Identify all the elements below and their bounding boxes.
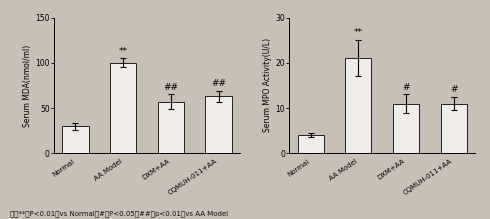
Y-axis label: Serum MPO Activity(U/L): Serum MPO Activity(U/L) [264, 38, 272, 132]
Bar [62, 126, 89, 153]
Bar [110, 63, 136, 153]
Text: **: ** [119, 47, 128, 56]
Text: **: ** [354, 28, 363, 37]
Text: ##: ## [211, 79, 226, 88]
Bar [345, 58, 371, 153]
Bar [158, 102, 184, 153]
Bar [393, 104, 419, 153]
Text: #: # [450, 85, 458, 94]
Text: ##: ## [163, 83, 178, 92]
Y-axis label: Serum MDA(nmol/ml): Serum MDA(nmol/ml) [24, 44, 32, 127]
Bar [441, 104, 467, 153]
Bar [297, 135, 324, 153]
Text: 注：**：P<0.01，vs Normal；#：P<0.05，##：p<0.01，vs AA Model: 注：**：P<0.01，vs Normal；#：P<0.05，##：p<0.01… [10, 210, 228, 217]
Text: #: # [402, 83, 410, 92]
Bar [205, 96, 232, 153]
